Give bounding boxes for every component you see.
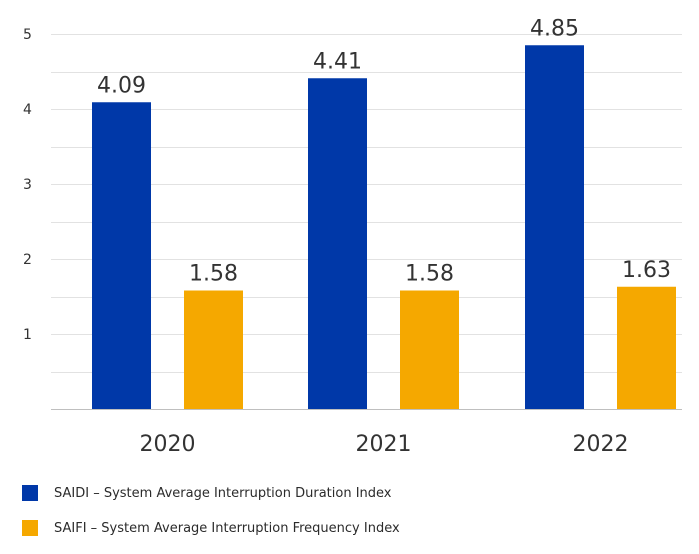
legend-swatch-saidi	[22, 485, 38, 501]
bar-saidi-2022	[525, 45, 584, 409]
y-tick-label: 3	[23, 177, 32, 193]
data-label: 1.63	[622, 258, 671, 283]
data-label: 4.41	[313, 49, 362, 74]
legend-swatch-saifi	[22, 520, 38, 536]
x-category-label: 2022	[573, 432, 629, 457]
y-tick-label: 1	[23, 327, 32, 343]
bars	[92, 45, 676, 409]
y-axis-ticks: 1 2 3 4 5	[23, 27, 32, 343]
bar-saifi-2022	[617, 286, 676, 409]
data-label: 1.58	[405, 262, 454, 287]
legend-label-saidi: SAIDI – System Average Interruption Dura…	[54, 485, 392, 501]
bar-saifi-2020	[184, 290, 243, 409]
bar-saidi-2021	[308, 78, 367, 409]
data-label: 1.58	[189, 262, 238, 287]
x-category-label: 2020	[140, 432, 196, 457]
data-labels: 4.09 4.41 4.85 1.58 1.58 1.63	[97, 16, 671, 286]
y-tick-label: 4	[23, 102, 32, 118]
y-tick-label: 2	[23, 252, 32, 268]
data-label: 4.09	[97, 73, 146, 98]
y-tick-label: 5	[23, 27, 32, 43]
bar-saifi-2021	[400, 290, 459, 409]
legend-item-saifi: SAIFI – System Average Interruption Freq…	[22, 519, 400, 537]
data-label: 4.85	[530, 16, 579, 41]
legend: SAIDI – System Average Interruption Dura…	[22, 484, 400, 554]
x-axis-labels: 2020 2021 2022	[140, 432, 629, 457]
x-category-label: 2021	[356, 432, 412, 457]
legend-label-saifi: SAIFI – System Average Interruption Freq…	[54, 520, 400, 536]
bar-saidi-2020	[92, 102, 151, 409]
legend-item-saidi: SAIDI – System Average Interruption Dura…	[22, 484, 400, 502]
